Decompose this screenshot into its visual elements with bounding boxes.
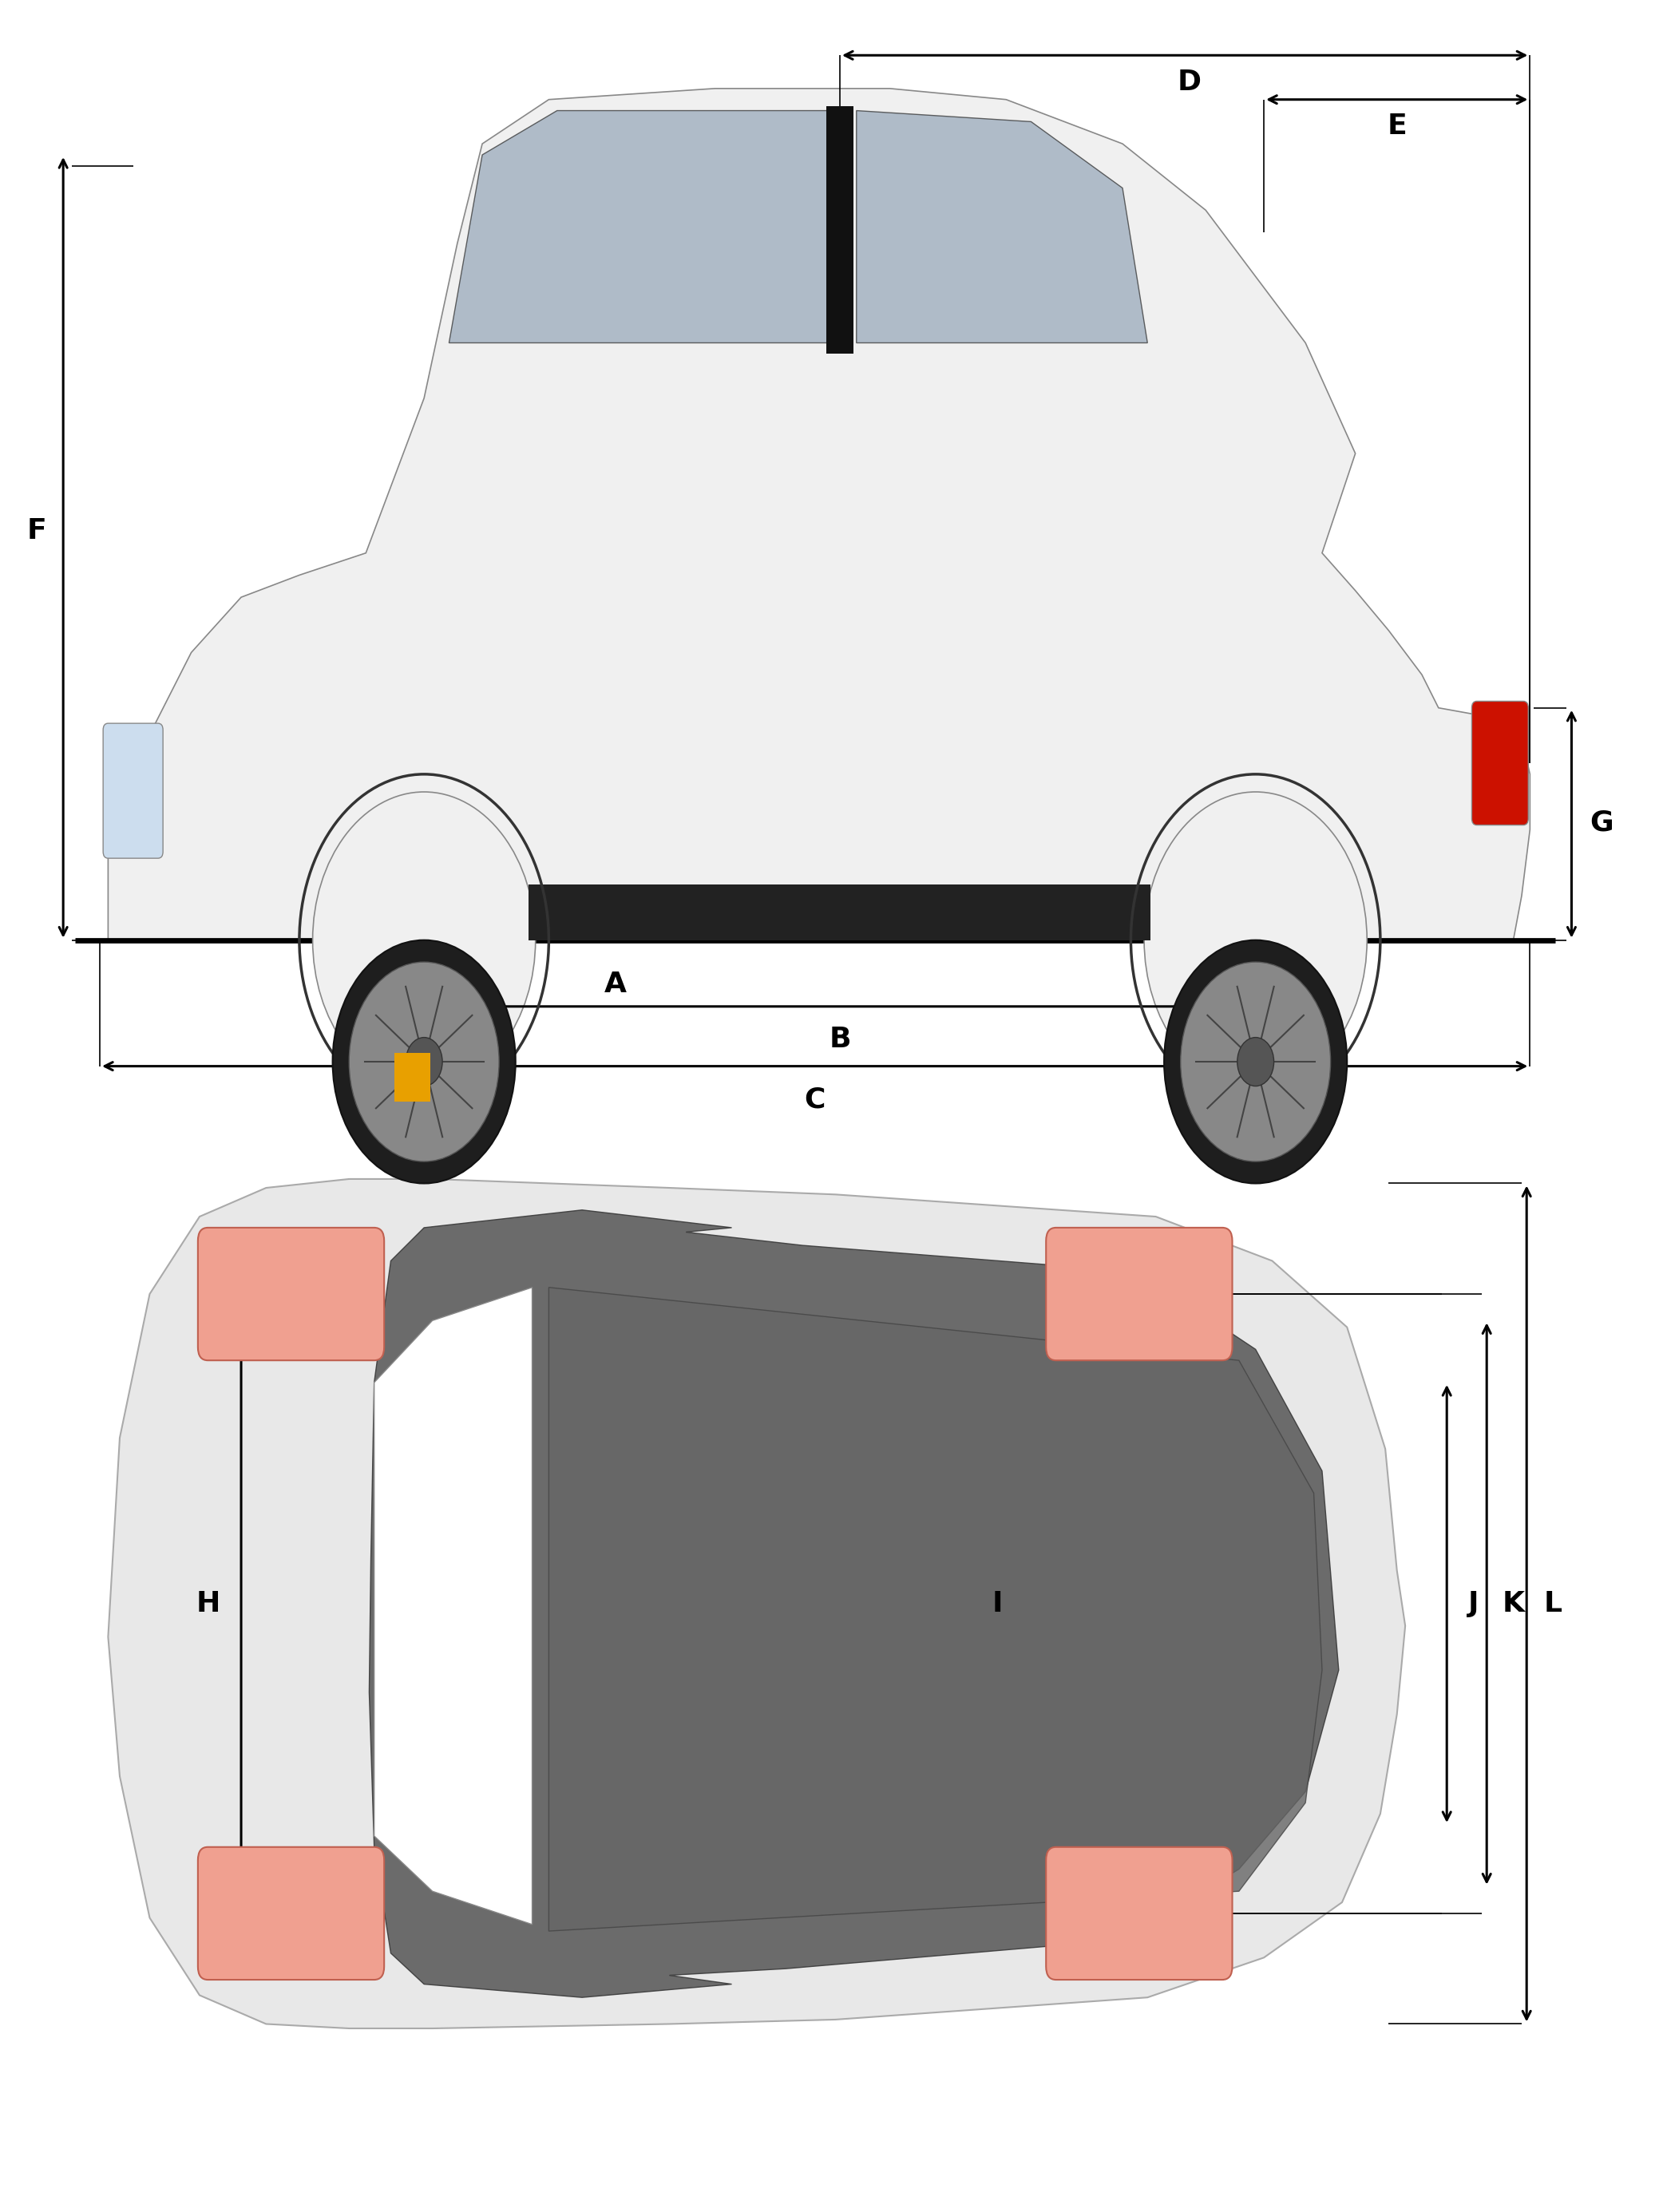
Polygon shape bbox=[108, 88, 1530, 940]
Circle shape bbox=[333, 940, 516, 1183]
Text: B: B bbox=[828, 1026, 851, 1053]
Bar bbox=[827, 106, 853, 354]
Text: C: C bbox=[805, 1086, 825, 1113]
FancyBboxPatch shape bbox=[198, 1847, 384, 1980]
Text: F: F bbox=[27, 518, 47, 544]
Text: G: G bbox=[1590, 810, 1613, 836]
Circle shape bbox=[1181, 962, 1330, 1161]
Text: L: L bbox=[1543, 1590, 1563, 1617]
Polygon shape bbox=[108, 1179, 1405, 2028]
FancyBboxPatch shape bbox=[1046, 1228, 1232, 1360]
Polygon shape bbox=[369, 1210, 1339, 1997]
Circle shape bbox=[1237, 1037, 1274, 1086]
Circle shape bbox=[313, 792, 535, 1088]
Circle shape bbox=[1144, 792, 1367, 1088]
Text: I: I bbox=[993, 1590, 1003, 1617]
Text: H: H bbox=[196, 1590, 220, 1617]
FancyBboxPatch shape bbox=[1472, 701, 1528, 825]
FancyBboxPatch shape bbox=[1046, 1847, 1232, 1980]
Circle shape bbox=[1164, 940, 1347, 1183]
Text: A: A bbox=[604, 971, 627, 998]
Text: J: J bbox=[1468, 1590, 1478, 1617]
Polygon shape bbox=[856, 111, 1147, 343]
Circle shape bbox=[406, 1037, 442, 1086]
Polygon shape bbox=[529, 885, 1151, 940]
Polygon shape bbox=[549, 1287, 1322, 1931]
FancyBboxPatch shape bbox=[198, 1228, 384, 1360]
Polygon shape bbox=[449, 111, 832, 343]
Text: D: D bbox=[1177, 69, 1201, 95]
Bar bbox=[394, 1053, 431, 1102]
Text: K: K bbox=[1502, 1590, 1525, 1617]
FancyBboxPatch shape bbox=[103, 723, 163, 858]
Polygon shape bbox=[374, 1287, 532, 1924]
Text: E: E bbox=[1387, 113, 1407, 139]
Circle shape bbox=[349, 962, 499, 1161]
